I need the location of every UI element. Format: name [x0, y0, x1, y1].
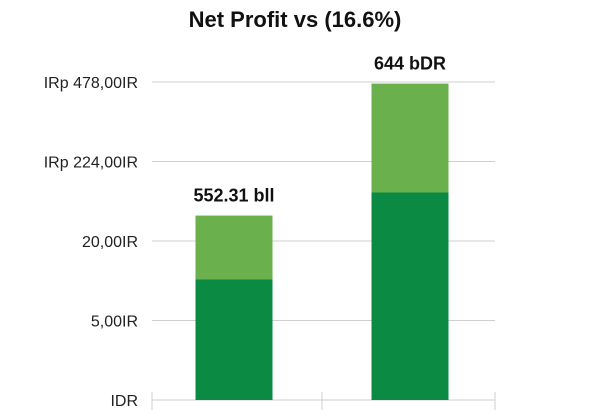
data-labels: 552.31 bll 644 bDR	[193, 54, 446, 206]
chart-title: Net Profit vs (16.6%)	[189, 7, 402, 32]
y-tick-label-3: IRp 224,00IR	[44, 155, 138, 172]
y-tick-label-1: 5,00IR	[91, 314, 138, 331]
bar-1-segment-1	[371, 83, 449, 193]
y-tick-label-2: 20,00IR	[82, 234, 138, 251]
bar-1-segment-0	[371, 192, 449, 400]
bars	[195, 83, 449, 400]
bar-0-segment-0	[195, 279, 273, 400]
y-axis: IDR 5,00IR 20,00IR IRp 224,00IR IRp 478,00IR	[44, 75, 138, 410]
data-label-0: 552.31 bll	[193, 186, 274, 206]
y-tick-label-4: IRp 478,00IR	[44, 75, 138, 92]
data-label-1: 644 bDR	[374, 54, 446, 74]
y-tick-label-0: IDR	[110, 393, 138, 410]
bar-0-segment-1	[195, 215, 273, 280]
